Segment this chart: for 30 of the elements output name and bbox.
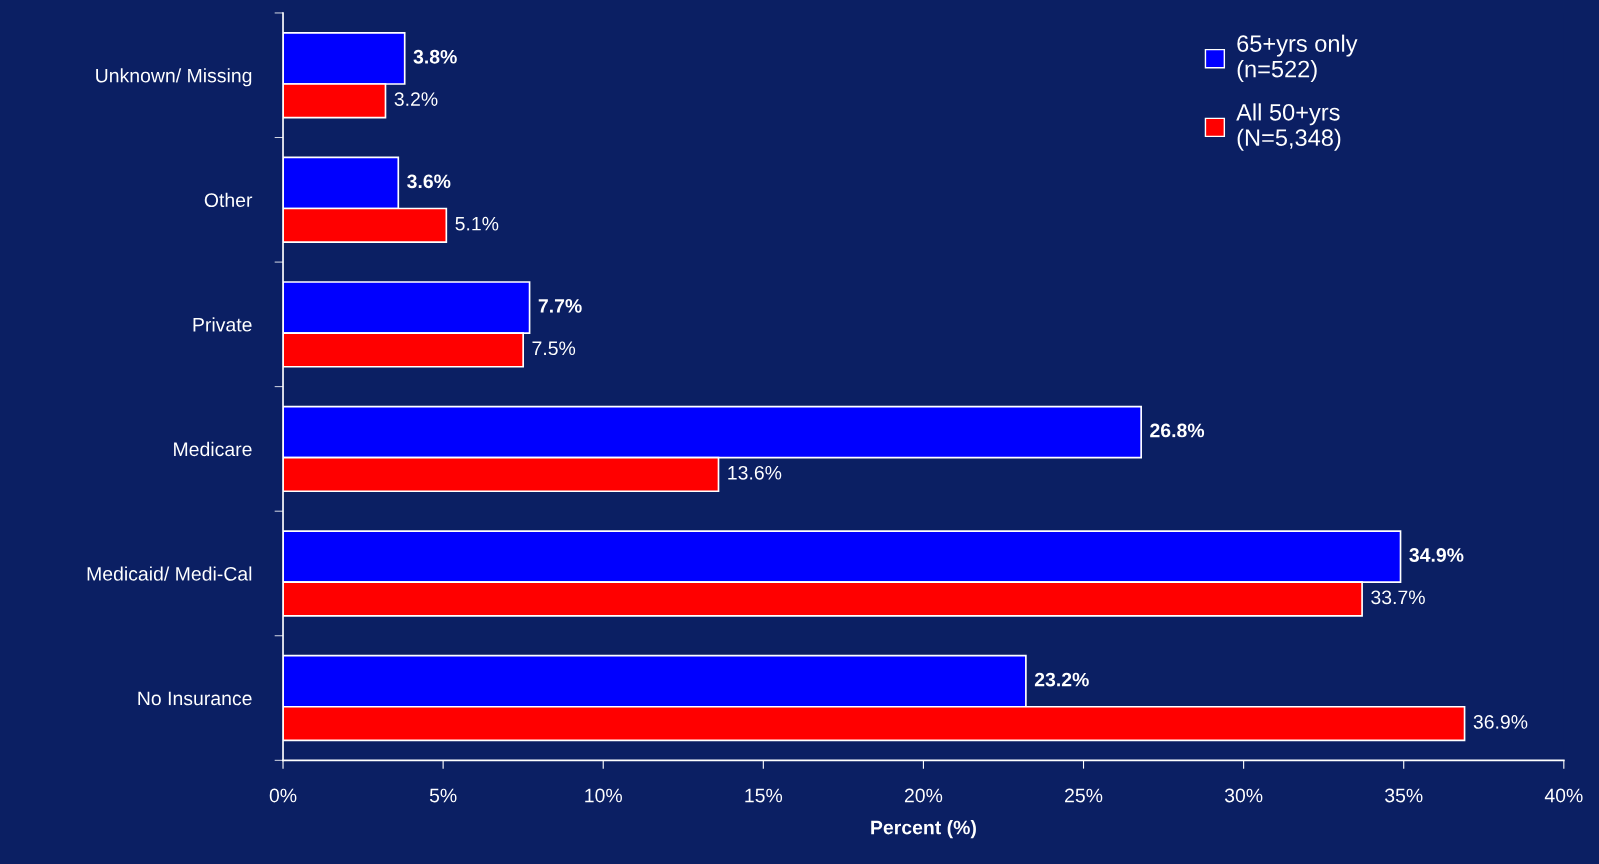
legend-label: All 50+yrs (N=5,348)	[1236, 103, 1341, 151]
data-label: 3.2%	[394, 92, 438, 106]
data-label: 7.7%	[538, 299, 582, 313]
y-tick-label: Medicare	[174, 441, 252, 457]
x-tick-label: 25%	[1065, 788, 1103, 803]
x-tick-label: 10%	[585, 788, 622, 803]
data-label: 26.8%	[1150, 423, 1205, 438]
data-label: 7.5%	[532, 341, 576, 356]
x-tick-label: 5%	[429, 788, 457, 803]
y-tick-label: Unknown/ Missing	[96, 68, 252, 87]
data-label: 13.6%	[728, 465, 782, 480]
data-label: 23.2%	[1034, 672, 1089, 687]
y-tick-label: No Insurance	[138, 691, 252, 706]
x-tick-label: 0%	[269, 788, 297, 803]
x-tick-label: 20%	[904, 788, 943, 803]
data-label: 34.9%	[1409, 548, 1464, 562]
x-tick-label: 30%	[1224, 788, 1263, 803]
y-tick-label: Private	[193, 317, 252, 332]
y-tick-label: Medicaid/ Medi-Cal	[87, 566, 252, 581]
x-tick-label: 35%	[1385, 788, 1423, 803]
y-tick-label: Other	[204, 192, 253, 208]
data-label: 5.1%	[455, 216, 499, 231]
x-tick-label: 15%	[745, 788, 783, 803]
data-label: 3.8%	[413, 49, 457, 64]
data-label: 36.9%	[1473, 715, 1528, 729]
x-axis-title: Percent (%)	[871, 820, 976, 839]
x-tick-label: 40%	[1544, 788, 1583, 803]
legend-label: 65+yrs only (n=522)	[1237, 34, 1358, 83]
data-label: 3.6%	[407, 174, 451, 189]
data-label: 33.7%	[1371, 590, 1425, 605]
